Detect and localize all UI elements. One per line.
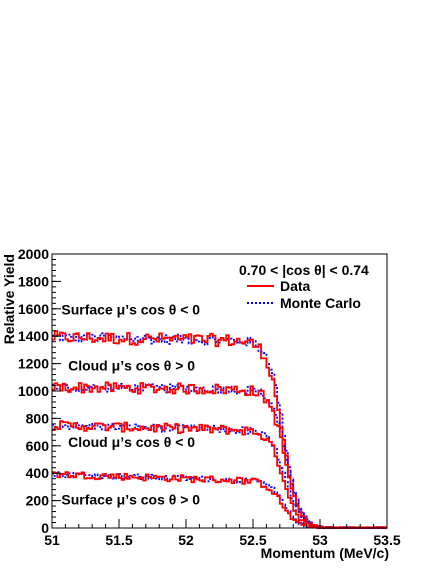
y-tick-label: 200 xyxy=(26,493,50,509)
y-tick-label: 1200 xyxy=(18,356,49,372)
y-tick-label: 1600 xyxy=(18,301,49,317)
y-axis-label: Relative Yield xyxy=(1,254,17,344)
y-tick-label: 1800 xyxy=(18,273,49,289)
y-tick-label: 800 xyxy=(26,410,50,426)
x-tick-label: 51 xyxy=(44,532,60,548)
y-tick-label: 2000 xyxy=(18,246,49,262)
y-tick-label: 1000 xyxy=(18,383,49,399)
y-tick-label: 600 xyxy=(26,438,50,454)
legend-monte-carlo-label: Monte Carlo xyxy=(280,295,361,311)
x-tick-label: 53.5 xyxy=(373,532,400,548)
axis-layer: 51 51.5 52 52.5 53 53.5 0 200 400 600 800 1000 1200 1… xyxy=(18,246,401,548)
y-tick-label: 0 xyxy=(41,520,49,536)
label-layer: Relative Yield Momentum (MeV/c) xyxy=(1,254,389,561)
annotation-surface-neg: Surface μ’s cos θ < 0 xyxy=(61,301,200,317)
x-tick-label: 52 xyxy=(178,532,194,548)
y-tick-label: 400 xyxy=(26,465,50,481)
legend-data-label: Data xyxy=(280,278,311,294)
annotation-cloud-neg: Cloud μ’s cos θ < 0 xyxy=(68,434,195,450)
mc-histogram-1 xyxy=(52,383,387,529)
annotation-layer: Surface μ’s cos θ < 0 Cloud μ’s cos θ > … xyxy=(61,301,200,507)
x-axis-label: Momentum (MeV/c) xyxy=(261,545,389,561)
legend-title: 0.70 < |cos θ| < 0.74 xyxy=(239,262,369,278)
annotation-cloud-pos: Cloud μ’s cos θ > 0 xyxy=(68,357,195,373)
x-tick-label: 52.5 xyxy=(239,532,266,548)
legend: 0.70 < |cos θ| < 0.74 Data Monte Carlo xyxy=(239,262,369,311)
y-tick-label: 1400 xyxy=(18,328,49,344)
x-tick-label: 53 xyxy=(312,532,328,548)
x-tick-label: 51.5 xyxy=(105,532,132,548)
annotation-surface-pos: Surface μ’s cos θ > 0 xyxy=(61,492,200,508)
